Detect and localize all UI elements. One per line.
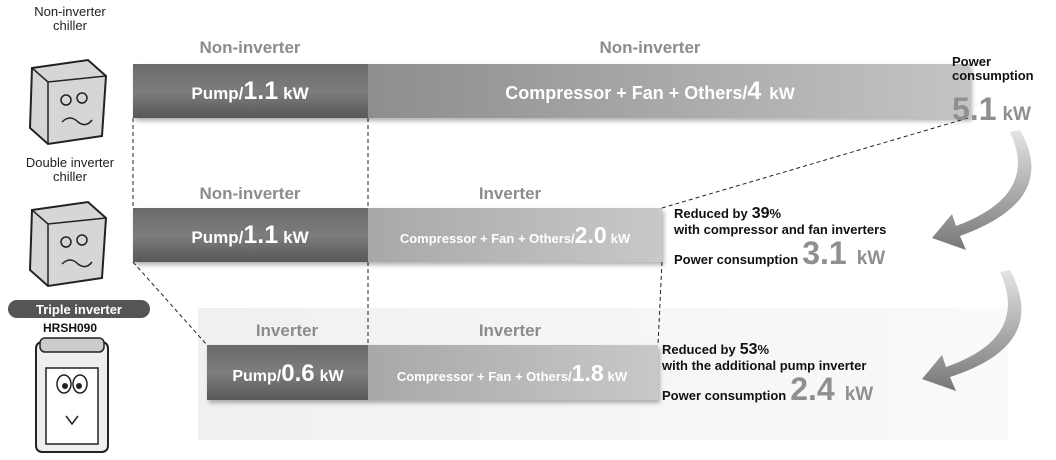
- result-unit: kW: [1002, 104, 1031, 125]
- segment-unit: kW: [283, 228, 309, 247]
- segment-value: 0.6: [281, 360, 314, 387]
- segment-value: 4: [747, 77, 761, 105]
- result-unit: kW: [857, 248, 886, 269]
- reduction-value: 53: [740, 341, 758, 358]
- result-value: Power consumption 3.1 kW: [674, 235, 885, 271]
- result-number: 2.4: [790, 371, 835, 407]
- page: {"rows": [ {"label": "Non-inverter chill…: [0, 0, 1056, 455]
- reduction-text: Reduced by 39%: [674, 205, 781, 222]
- reduction-unit: %: [769, 206, 781, 221]
- result-title: Power consumption: [674, 252, 798, 267]
- segment-header: Inverter: [479, 184, 542, 203]
- segment-unit: kW: [283, 84, 309, 103]
- segment-name: Compressor + Fan + Others/: [400, 231, 575, 246]
- result-number: 5.1: [952, 91, 996, 127]
- diagram: Non-inverter Non-inverter Pump/1.1 kW Com…: [0, 0, 1056, 455]
- segment-name: Compressor + Fan + Others/: [505, 83, 747, 103]
- chiller-icon: [30, 60, 106, 144]
- badge-label: Triple inverter: [36, 302, 122, 317]
- segment-header: Non-inverter: [199, 38, 300, 57]
- segment-name: Pump/: [191, 228, 243, 247]
- segment-name: Compressor + Fan + Others/: [397, 369, 572, 384]
- segment-value: 1.1: [243, 77, 278, 105]
- label-line: consumption: [952, 68, 1034, 83]
- segment-name: Pump/: [191, 84, 243, 103]
- reduction-prefix: Reduced by: [662, 342, 736, 357]
- result-value: 5.1 kW: [952, 91, 1031, 127]
- segment-header: Inverter: [256, 321, 319, 340]
- segment-value: 2.0: [575, 222, 607, 248]
- segment-name: Pump/: [232, 368, 281, 385]
- label-line: Power: [952, 54, 991, 69]
- reduction-prefix: Reduced by: [674, 206, 748, 221]
- reduction-unit: %: [757, 342, 769, 357]
- label-line: chiller: [53, 169, 88, 184]
- model-label: HRSH090: [43, 321, 97, 335]
- result-number: 3.1: [802, 235, 846, 271]
- label-line: Non-inverter: [34, 4, 106, 19]
- segment-unit: kW: [611, 231, 631, 246]
- chiller-icon: [36, 338, 108, 452]
- segment-unit: kW: [320, 368, 345, 385]
- segment-unit: kW: [608, 369, 628, 384]
- chiller-icon: [30, 202, 106, 286]
- reduction-note: with the additional pump inverter: [661, 358, 866, 373]
- label-line: chiller: [53, 18, 88, 33]
- segment-header: Non-inverter: [599, 38, 700, 57]
- segment-value: 1.1: [243, 221, 278, 249]
- segment-header: Non-inverter: [199, 184, 300, 203]
- result-title: Power consumption: [662, 388, 786, 403]
- label-line: Double inverter: [26, 155, 115, 170]
- segment-value: 1.8: [572, 360, 604, 386]
- reduction-value: 39: [752, 205, 770, 222]
- result-unit: kW: [845, 384, 874, 405]
- reduction-note: with compressor and fan inverters: [673, 222, 886, 237]
- segment-unit: kW: [769, 84, 795, 103]
- reduction-text: Reduced by 53%: [662, 341, 769, 358]
- segment-header: Inverter: [479, 321, 542, 340]
